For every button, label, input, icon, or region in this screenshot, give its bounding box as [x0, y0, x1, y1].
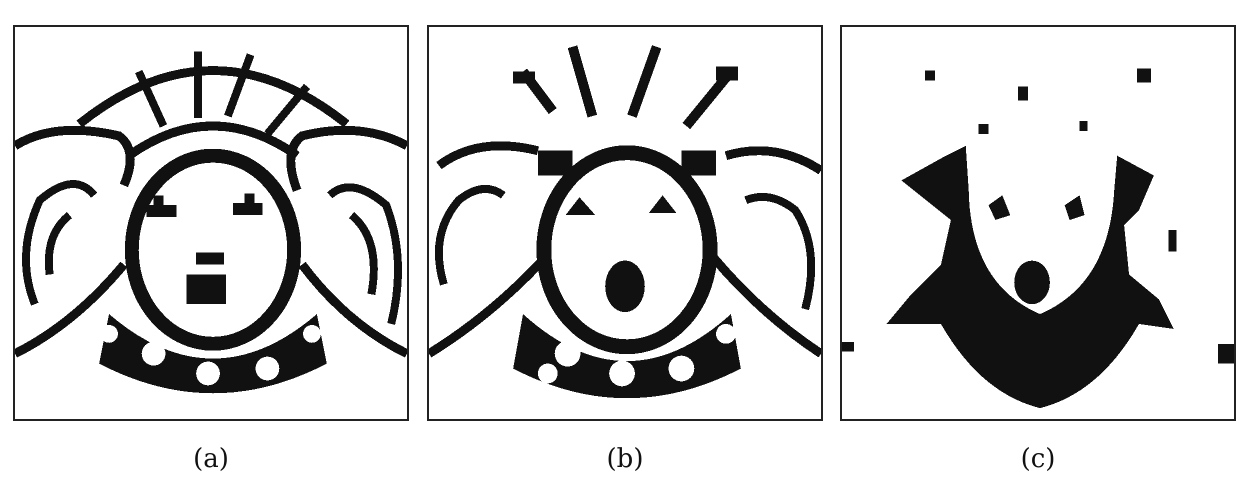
image-panel-a — [13, 25, 409, 421]
caption-a: (a) — [193, 444, 229, 474]
caption-c: (c) — [1020, 444, 1056, 474]
binary-face-image-a — [15, 51, 407, 394]
caption-b: (b) — [606, 444, 644, 474]
binary-face-image-c — [842, 68, 1234, 409]
binary-face-image-b — [429, 45, 821, 399]
image-panel-b — [427, 25, 823, 421]
image-panel-c — [840, 25, 1236, 421]
